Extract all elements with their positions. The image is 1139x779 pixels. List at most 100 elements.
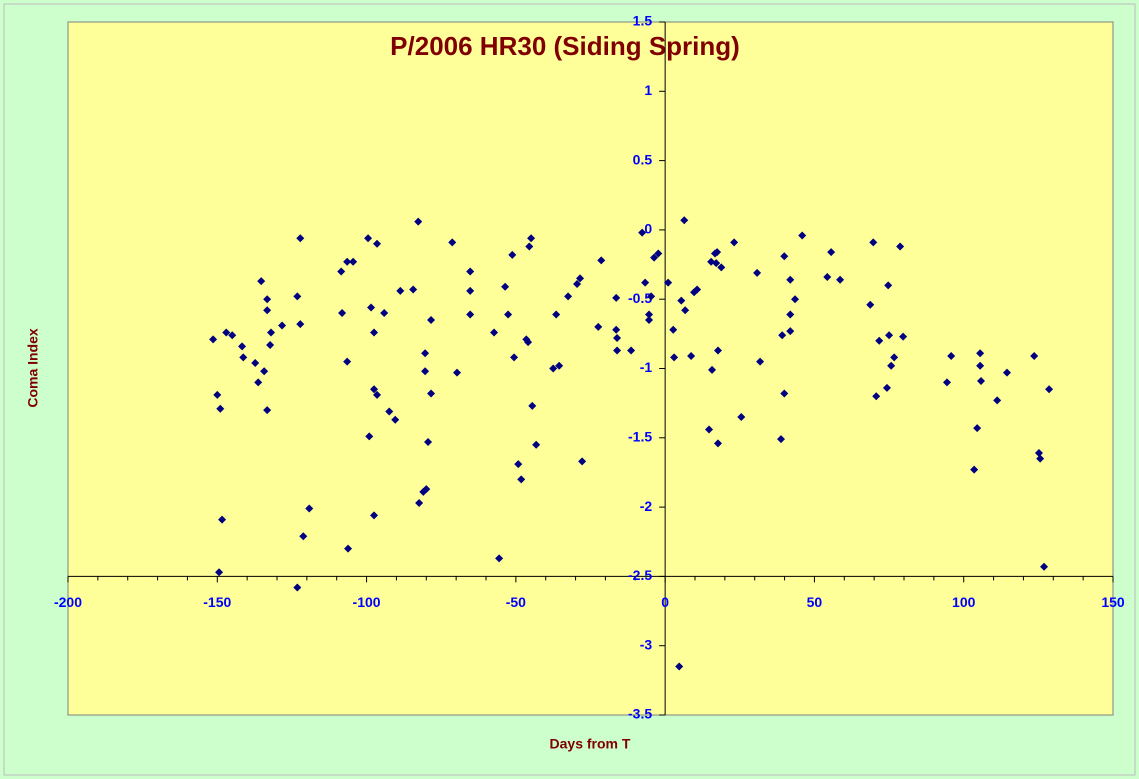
data-point (424, 437, 433, 446)
data-point (866, 300, 875, 309)
data-point (708, 365, 717, 374)
data-point (263, 406, 272, 415)
data-point (337, 267, 346, 276)
data-point (670, 353, 679, 362)
data-point (717, 263, 726, 272)
y-tick-label: -1.5 (628, 429, 652, 445)
data-point (218, 515, 227, 524)
data-point (532, 440, 541, 449)
data-point (977, 376, 986, 385)
data-point (730, 238, 739, 247)
data-point (612, 325, 621, 334)
data-point (343, 357, 352, 366)
data-point (391, 415, 400, 424)
data-point (780, 389, 789, 398)
data-point (453, 368, 462, 377)
data-point (1040, 562, 1049, 571)
data-point (973, 424, 982, 433)
data-point (215, 568, 224, 577)
data-point (305, 504, 314, 513)
x-tick-label: 150 (1101, 594, 1125, 610)
data-point (681, 306, 690, 315)
data-point (791, 295, 800, 304)
data-point (576, 274, 585, 283)
data-point (380, 309, 389, 318)
data-point (970, 465, 979, 474)
data-point (1030, 352, 1039, 361)
data-point (641, 278, 650, 287)
data-point (872, 392, 881, 401)
data-point (299, 532, 308, 541)
data-point (823, 273, 832, 282)
data-point (296, 320, 305, 329)
data-point (756, 357, 765, 366)
data-point (677, 296, 686, 305)
y-axis-label: Coma Index (25, 328, 41, 408)
data-point (293, 292, 302, 301)
x-tick-label: 0 (661, 594, 669, 610)
data-point (257, 277, 266, 286)
data-point (508, 250, 517, 259)
data-point (564, 292, 573, 301)
data-point (254, 378, 263, 387)
data-point (466, 267, 475, 276)
data-point (213, 390, 222, 399)
data-point (647, 292, 656, 301)
data-point (786, 310, 795, 319)
data-point (209, 335, 218, 344)
data-point (364, 234, 373, 243)
data-point (385, 407, 394, 416)
data-point (1003, 368, 1012, 377)
data-point (896, 242, 905, 251)
data-point (573, 279, 582, 288)
data-point (517, 475, 526, 484)
data-point (669, 325, 678, 334)
chart-title: P/2006 HR30 (Siding Spring) (390, 31, 740, 61)
data-point (466, 310, 475, 319)
data-point (422, 485, 431, 494)
chart-border (3, 3, 1136, 776)
data-point (753, 268, 762, 277)
data-point (490, 328, 499, 337)
data-point (693, 285, 702, 294)
data-point (239, 353, 248, 362)
x-tick-label: -200 (54, 594, 82, 610)
data-point (597, 256, 606, 265)
y-tick-label: 0 (644, 221, 652, 237)
data-point (778, 331, 787, 340)
data-point (786, 275, 795, 284)
data-point (216, 404, 225, 413)
data-point (645, 315, 654, 324)
data-point (578, 457, 587, 466)
data-point (251, 358, 260, 367)
data-point (664, 278, 673, 287)
data-point (613, 334, 622, 343)
data-point (552, 310, 561, 319)
data-point (228, 331, 237, 340)
data-point (675, 662, 684, 671)
data-point (344, 544, 353, 553)
data-point (409, 285, 418, 294)
data-point (827, 248, 836, 257)
data-point (427, 315, 436, 324)
data-point (501, 282, 510, 291)
y-tick-label: -3.5 (628, 706, 652, 722)
data-point (293, 583, 302, 592)
data-point (1045, 385, 1054, 394)
data-point (594, 322, 603, 331)
data-point (875, 336, 884, 345)
data-point (365, 432, 374, 441)
data-point (266, 340, 275, 349)
data-point (414, 217, 423, 226)
data-point (786, 327, 795, 336)
x-tick-label: 50 (807, 594, 823, 610)
y-tick-label: -3 (640, 636, 653, 652)
data-point (427, 389, 436, 398)
data-point (421, 367, 430, 376)
x-tick-label: -150 (203, 594, 231, 610)
y-tick-label: 1.5 (633, 13, 653, 29)
data-point (899, 332, 908, 341)
data-point (263, 306, 272, 315)
data-point (1034, 449, 1043, 458)
